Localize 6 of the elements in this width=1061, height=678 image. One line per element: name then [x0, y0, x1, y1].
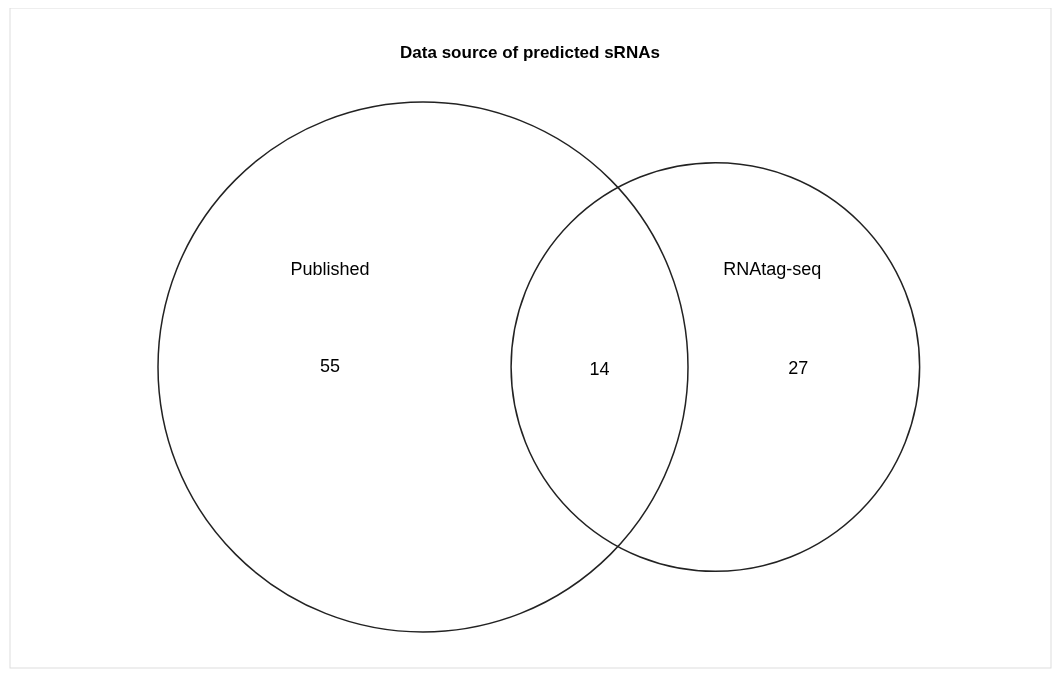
category-label: Published [290, 259, 370, 279]
data-label: 55 [319, 356, 341, 376]
category-label: RNAtag-seq [723, 259, 822, 279]
text: Data source of predicted sRNAs [400, 43, 660, 62]
data-label: 27 [788, 358, 809, 378]
data-label: 14 [589, 359, 610, 379]
